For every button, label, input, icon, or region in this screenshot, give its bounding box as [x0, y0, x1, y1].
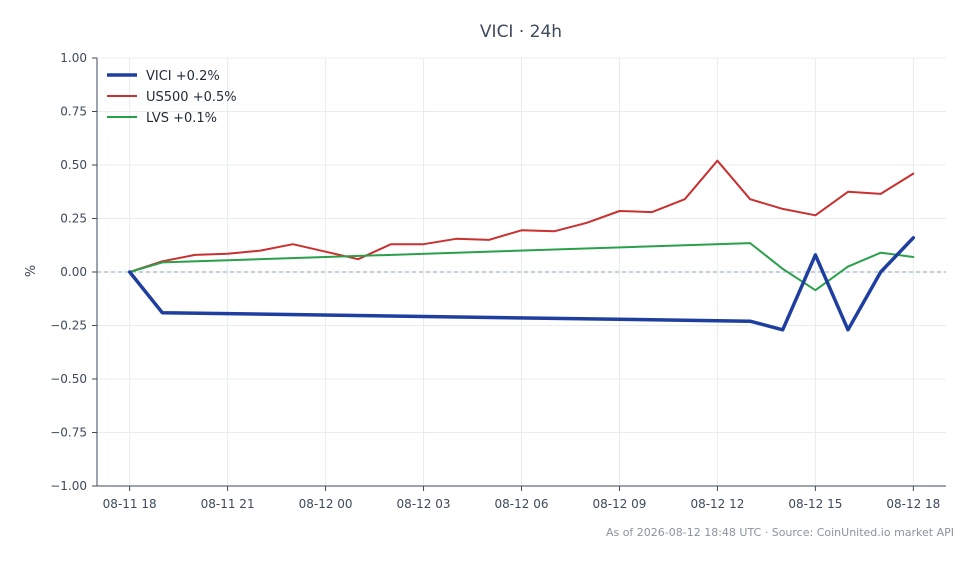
x-tick-label: 08-12 18 [886, 497, 940, 511]
grid [97, 57, 946, 487]
x-tick-label: 08-12 03 [397, 497, 451, 511]
source-footer: As of 2026-08-12 18:48 UTC · Source: Coi… [605, 526, 954, 539]
x-tick-label: 08-11 21 [201, 497, 255, 511]
chart-title: VICI · 24h [480, 22, 562, 42]
legend: VICI +0.2% US500 +0.5% LVS +0.1% [107, 69, 237, 126]
y-tick-label: 1.00 [60, 51, 87, 65]
y-axis-label: % [24, 265, 39, 277]
y-ticks: 1.00 0.75 0.50 0.25 0.00 −0.25 −0.50 −0.75 −1.00 [50, 51, 97, 493]
legend-label: VICI +0.2% [146, 69, 220, 84]
x-tick-label: 08-12 12 [690, 497, 744, 511]
series-line-us500 [128, 159, 915, 273]
legend-label: LVS +0.1% [146, 111, 217, 126]
series-lines [127, 159, 916, 332]
x-tick-label: 08-11 18 [103, 497, 157, 511]
y-tick-label: 0.25 [60, 212, 87, 226]
series-line-lvs [128, 242, 915, 292]
x-ticks: 08-11 18 08-11 21 08-12 00 08-12 03 08-12 06… [103, 486, 940, 511]
legend-label: US500 +0.5% [146, 90, 237, 105]
y-tick-label: −0.50 [50, 372, 87, 386]
x-tick-label: 08-12 06 [495, 497, 549, 511]
x-tick-label: 08-12 00 [299, 497, 353, 511]
x-tick-label: 08-12 09 [592, 497, 646, 511]
y-tick-label: −0.75 [50, 426, 87, 440]
x-tick-label: 08-12 15 [788, 497, 842, 511]
series-line-vici [127, 236, 916, 332]
y-tick-label: −0.25 [50, 319, 87, 333]
y-tick-label: −1.00 [50, 479, 87, 493]
y-tick-label: 0.75 [60, 105, 87, 119]
y-tick-label: 0.00 [60, 265, 87, 279]
y-tick-label: 0.50 [60, 158, 87, 172]
